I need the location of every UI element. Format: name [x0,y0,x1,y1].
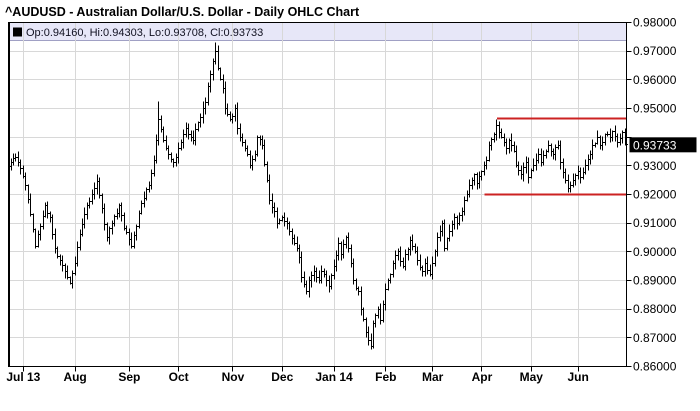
y-axis: 0.98000 0.97000 0.96000 0.95000 0.93000 0.920… [626,16,677,374]
x-tick-label: Nov [222,370,245,384]
x-tick-label: Mar [422,370,444,384]
y-tick-label: 0.95000 [633,102,677,116]
ohlc-bar [447,224,452,242]
x-tick-label: Oct [169,370,189,384]
x-tick-label: Feb [375,370,396,384]
chart-title: ^AUDUSD - Australian Dollar/U.S. Dollar … [5,5,360,19]
last-price-text: 0.93733 [633,138,677,152]
y-tick-label: 0.88000 [633,302,677,316]
y-tick-label: 0.92000 [633,188,677,202]
legend-bar [9,23,626,40]
legend-ohlc-text: Op:0.94160, Hi:0.94303, Lo:0.93708, Cl:0… [26,27,263,39]
x-tick-label: Jun [567,370,588,384]
y-tick-label: 0.89000 [633,274,677,288]
ohlc-bars [9,42,628,350]
y-tick-label: 0.97000 [633,44,677,58]
y-tick-label: 0.91000 [633,216,677,230]
x-tick-label: Dec [271,370,293,384]
x-tick-label: May [520,370,544,384]
ohlc-bar [275,207,280,229]
x-tick-label: Aug [63,370,86,384]
x-axis: Jul 13 Aug Sep Oct Nov Dec Jan 14 Feb Mar Apr May J… [6,366,589,384]
y-tick-label: 0.96000 [633,73,677,87]
x-tick-label: Jan 14 [315,370,353,384]
ohlc-bar [583,159,588,175]
gridlines [8,22,627,367]
y-tick-label: 0.90000 [633,245,677,259]
level-lines [484,117,627,196]
legend-marker-icon [13,27,22,37]
y-tick-label: 0.93000 [633,159,677,173]
y-tick-label: 0.98000 [633,16,677,30]
y-tick-label: 0.86000 [633,360,677,374]
y-tick-label: 0.87000 [633,331,677,345]
x-tick-label: Sep [118,370,140,384]
x-tick-label: Jul 13 [6,370,40,384]
last-price-badge: 0.93733 [629,137,697,153]
ohlc-bar [213,42,218,65]
last-price-badge-bg [629,137,697,153]
x-tick-label: Apr [472,370,493,384]
ohlc-bar [216,45,221,71]
